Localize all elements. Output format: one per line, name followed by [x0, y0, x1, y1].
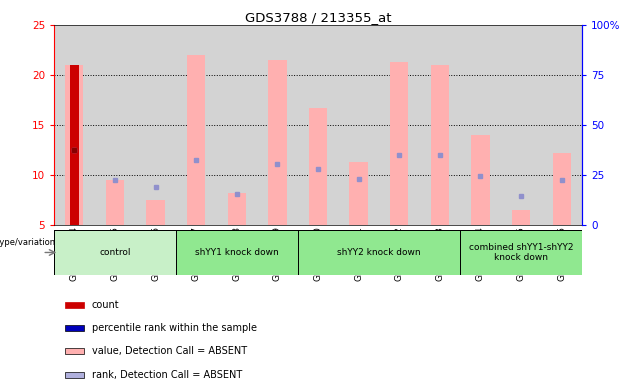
Bar	[216, 25, 257, 225]
Bar	[512, 210, 530, 225]
Text: genotype/variation: genotype/variation	[0, 238, 55, 247]
Bar	[95, 25, 135, 225]
Bar	[176, 25, 216, 225]
Bar	[298, 230, 460, 275]
Text: shYY1 knock down: shYY1 knock down	[195, 248, 279, 257]
Bar	[176, 230, 298, 275]
Bar	[501, 25, 541, 225]
Bar	[309, 108, 327, 225]
Bar	[390, 62, 408, 225]
Text: count: count	[92, 300, 119, 310]
Bar	[298, 25, 338, 225]
Title: GDS3788 / 213355_at: GDS3788 / 213355_at	[245, 11, 391, 24]
Text: combined shYY1-shYY2
knock down: combined shYY1-shYY2 knock down	[469, 243, 573, 262]
Bar	[460, 25, 501, 225]
Bar	[228, 193, 246, 225]
Bar	[349, 162, 368, 225]
Bar	[54, 25, 95, 225]
Text: percentile rank within the sample: percentile rank within the sample	[92, 323, 256, 333]
Bar	[338, 25, 379, 225]
Bar	[420, 25, 460, 225]
Bar	[268, 60, 287, 225]
Bar	[471, 135, 490, 225]
Text: control: control	[99, 248, 131, 257]
Bar	[541, 25, 582, 225]
Bar	[460, 230, 582, 275]
Bar	[135, 25, 176, 225]
Bar	[106, 180, 124, 225]
Bar	[54, 230, 176, 275]
Bar	[379, 25, 420, 225]
Bar	[553, 153, 570, 225]
Bar	[65, 372, 83, 378]
Bar	[66, 65, 83, 225]
Bar	[146, 200, 165, 225]
Text: shYY2 knock down: shYY2 knock down	[337, 248, 421, 257]
Text: value, Detection Call = ABSENT: value, Detection Call = ABSENT	[92, 346, 247, 356]
Text: rank, Detection Call = ABSENT: rank, Detection Call = ABSENT	[92, 370, 242, 380]
Bar	[187, 55, 205, 225]
Bar	[65, 301, 83, 308]
Bar	[70, 65, 79, 225]
Bar	[65, 348, 83, 354]
Bar	[431, 65, 449, 225]
Bar	[65, 325, 83, 331]
Bar	[257, 25, 298, 225]
